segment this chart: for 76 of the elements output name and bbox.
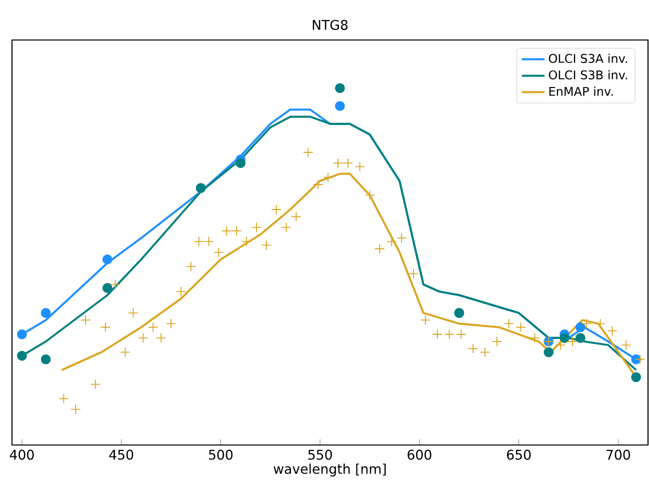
point: [456, 329, 466, 340]
legend-label: OLCI S3A inv.: [548, 54, 628, 63]
point: [102, 254, 112, 264]
point: [204, 236, 214, 247]
point: [231, 226, 242, 236]
point: [291, 211, 302, 222]
point: [555, 340, 566, 350]
point: [128, 308, 138, 318]
point: [530, 332, 540, 344]
point: [342, 158, 354, 168]
point: [332, 158, 344, 168]
point: [236, 158, 246, 168]
point: [138, 332, 148, 344]
point: [17, 329, 27, 340]
x-tick-label: 450: [109, 450, 134, 460]
point: [100, 322, 111, 332]
point: [186, 261, 196, 272]
point: [581, 318, 592, 329]
x-tick-label: 550: [308, 450, 332, 460]
point: [607, 326, 618, 336]
x-tick-label: 600: [408, 450, 432, 460]
point: [166, 318, 176, 329]
point: [420, 314, 431, 326]
point: [575, 322, 586, 332]
point: [322, 172, 334, 183]
x-tick-label: 700: [606, 450, 630, 460]
point: [408, 268, 419, 279]
point: [444, 329, 454, 340]
point: [620, 340, 632, 350]
point: [120, 347, 130, 358]
point: [70, 404, 81, 414]
point: [40, 354, 51, 364]
point: [110, 279, 120, 290]
point: [567, 336, 578, 347]
point: [271, 204, 282, 215]
point: [251, 222, 262, 232]
point: [312, 179, 324, 190]
x-axis-title: wavelength [nm]: [274, 464, 386, 477]
point: [194, 236, 204, 247]
point: [80, 314, 91, 326]
x-tick-label: 500: [208, 450, 233, 460]
point: [148, 322, 158, 332]
point: [595, 318, 606, 329]
point: [58, 393, 69, 404]
point: [222, 226, 232, 236]
point: [90, 379, 101, 390]
point: [516, 322, 526, 332]
legend-label: OLCI S3B inv.: [548, 70, 628, 80]
point: [480, 347, 490, 358]
point: [492, 336, 502, 347]
point: [102, 283, 112, 293]
point: [176, 286, 186, 297]
point: [504, 318, 514, 329]
point: [281, 222, 292, 232]
point: [468, 344, 478, 354]
point: [374, 244, 385, 254]
point: [560, 333, 570, 343]
x-tick-label: 400: [10, 450, 34, 460]
point: [156, 332, 166, 344]
point: [364, 190, 375, 200]
point: [396, 232, 407, 244]
point: [544, 347, 554, 358]
point: [634, 354, 646, 364]
point: [354, 162, 365, 172]
point: [575, 333, 586, 343]
point: [432, 329, 442, 340]
legend-label: EnMAP inv.: [549, 86, 613, 96]
point: [335, 101, 345, 111]
chart-title: NTG8: [312, 20, 348, 30]
x-tick-label: 650: [507, 450, 531, 460]
point: [214, 247, 224, 258]
point: [40, 308, 51, 318]
point: [17, 350, 27, 361]
point: [261, 240, 272, 250]
point: [303, 147, 314, 158]
point: [335, 83, 345, 94]
